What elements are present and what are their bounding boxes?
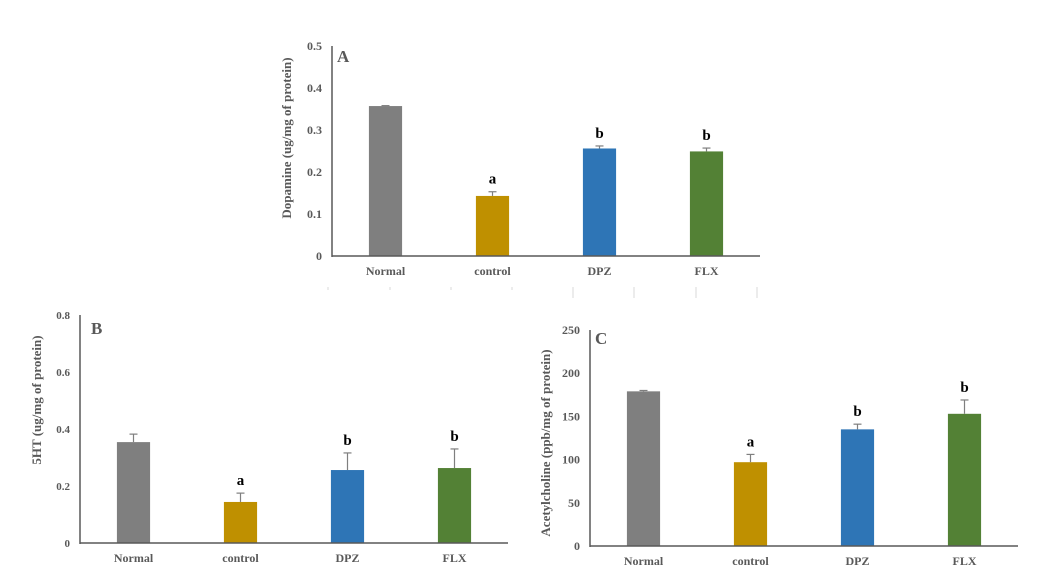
- chart-c-acetylcholine: 0 50 100 150 200 250 Acetylcholine (ppb/mg of …: [538, 323, 1018, 568]
- x-tick-label: Normal: [624, 554, 664, 568]
- x-tick-label: FLX: [953, 554, 977, 568]
- significance-letter: b: [343, 433, 351, 449]
- y-tick-label: 0: [574, 539, 580, 553]
- x-tick-label: FLX: [695, 264, 719, 278]
- y-tick-label: 0.8: [56, 310, 70, 322]
- x-tick-label: control: [222, 551, 259, 565]
- bar-control: [733, 462, 768, 546]
- error-bar: [639, 389, 648, 392]
- y-axis-label: Acetylcholine (ppb/mg of protein): [538, 349, 553, 536]
- significance-letter: a: [237, 473, 245, 489]
- error-bar: [488, 191, 497, 196]
- error-bar: [450, 448, 459, 469]
- y-axis-label: Dopamine (ug/mg of protein): [279, 57, 294, 218]
- error-bar: [960, 399, 969, 414]
- x-tick-label: control: [474, 264, 511, 278]
- y-tick-label: 150: [562, 409, 580, 423]
- y-tick-label: 0.3: [307, 123, 322, 137]
- y-tick-label: 50: [568, 496, 580, 510]
- x-tick-label: FLX: [443, 551, 467, 565]
- panel-label: A: [337, 47, 350, 66]
- y-tick-label: 0: [316, 249, 322, 263]
- bar-normal: [368, 106, 403, 256]
- significance-letter: b: [702, 128, 710, 144]
- y-tick-label: 0: [65, 538, 71, 550]
- faint-tick-marks: [327, 287, 758, 298]
- error-bar: [853, 423, 862, 430]
- bar-normal: [626, 391, 661, 546]
- bar-flx: [437, 468, 472, 543]
- y-tick-label: 0.2: [307, 165, 322, 179]
- y-tick-label: 0.4: [307, 81, 322, 95]
- x-tick-label: DPZ: [846, 554, 870, 568]
- significance-letter: b: [960, 380, 968, 396]
- x-tick-label: DPZ: [588, 264, 612, 278]
- significance-letter: a: [489, 172, 497, 188]
- panel-label: B: [91, 319, 102, 338]
- y-tick-label: 0.2: [56, 481, 70, 493]
- significance-letter: a: [747, 434, 755, 450]
- y-axis-label: 5HT (ug/mg of protein): [29, 335, 44, 464]
- bar-dpz: [330, 470, 365, 543]
- y-tick-label: 200: [562, 366, 580, 380]
- bar-flx: [947, 413, 982, 546]
- bar-flx: [689, 151, 724, 256]
- x-tick-label: Normal: [366, 264, 406, 278]
- bar-control: [223, 501, 258, 543]
- y-tick-label: 100: [562, 453, 580, 467]
- y-tick-label: 250: [562, 323, 580, 337]
- y-tick-label: 0.1: [307, 207, 322, 221]
- bar-normal: [116, 442, 151, 543]
- y-tick-label: 0.6: [56, 367, 70, 379]
- error-bar: [746, 453, 755, 463]
- y-tick-label: 0.5: [307, 39, 322, 53]
- x-tick-label: Normal: [114, 551, 154, 565]
- x-tick-label: DPZ: [336, 551, 360, 565]
- bar-dpz: [840, 429, 875, 546]
- chart-b-5ht: 0 0.2 0.4 0.6 0.8 5HT (ug/mg of protein) B Norm…: [29, 310, 508, 565]
- error-bar: [236, 492, 245, 502]
- bar-dpz: [582, 148, 617, 256]
- error-bar: [343, 452, 352, 471]
- x-tick-label: control: [732, 554, 769, 568]
- y-tick-label: 0.4: [56, 424, 70, 436]
- bar-control: [475, 195, 510, 256]
- chart-a-dopamine: 0 0.1 0.2 0.3 0.4 0.5 Dopamine (ug/mg of prote…: [279, 39, 760, 278]
- error-bar: [129, 433, 138, 443]
- significance-letter: b: [595, 126, 603, 142]
- error-bar: [702, 147, 711, 152]
- significance-letter: b: [853, 404, 861, 420]
- significance-letter: b: [450, 429, 458, 445]
- error-bar: [595, 145, 604, 149]
- panel-label: C: [595, 329, 607, 348]
